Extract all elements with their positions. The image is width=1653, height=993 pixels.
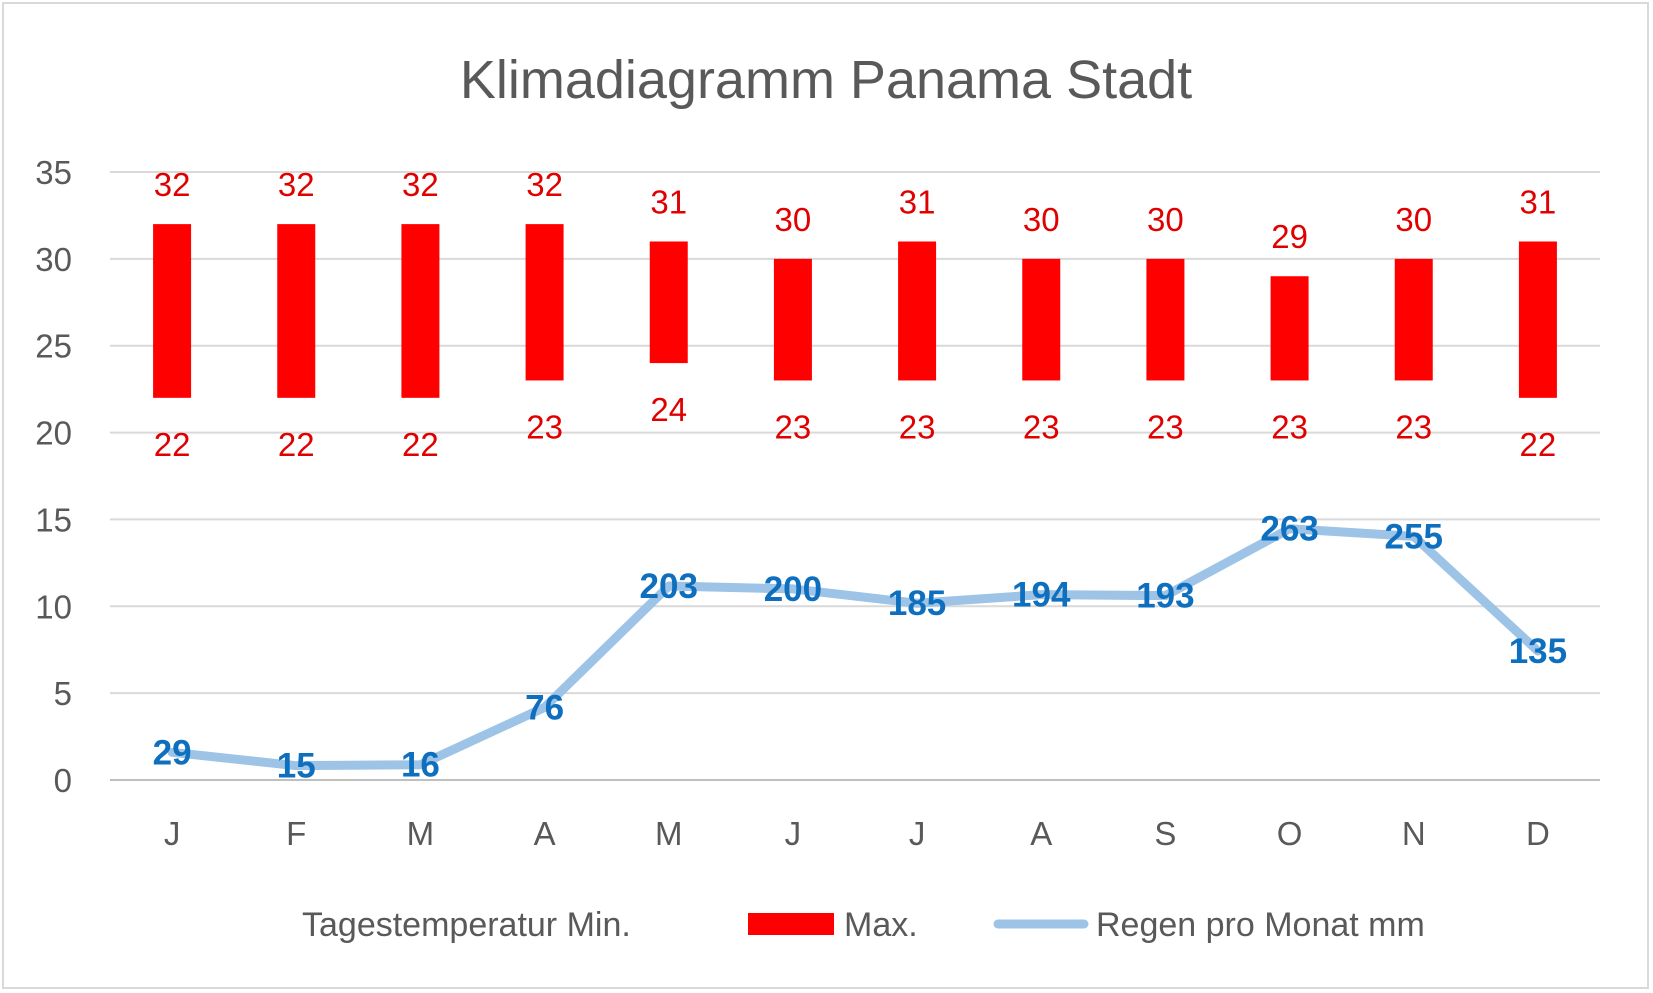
x-category-label: M [407, 815, 435, 852]
rain-value-label: 200 [764, 570, 822, 609]
x-category-label: J [164, 815, 181, 852]
max-temp-label: 30 [775, 201, 812, 238]
x-category-label: A [1030, 815, 1052, 852]
temperature-bar [1022, 258, 1061, 381]
x-category-label: O [1277, 815, 1303, 852]
temperature-bar [773, 258, 812, 381]
max-temp-label: 31 [650, 183, 687, 220]
rain-value-label: 193 [1136, 577, 1194, 616]
legend-label-min: Tagestemperatur Min. [302, 906, 631, 944]
min-temp-label: 22 [1520, 426, 1557, 463]
min-temp-label: 23 [775, 408, 812, 445]
min-temp-label: 24 [650, 391, 687, 428]
max-temp-label: 31 [1520, 183, 1557, 220]
min-temp-label: 23 [1147, 408, 1184, 445]
temperature-bar [277, 224, 316, 398]
max-temp-label: 30 [1395, 201, 1432, 238]
rain-value-label: 255 [1385, 517, 1443, 556]
y-tick-label: 25 [35, 328, 72, 365]
temperature-bar [1270, 276, 1309, 381]
max-temp-label: 32 [402, 166, 439, 203]
min-temp-label: 22 [278, 426, 315, 463]
rain-value-label: 185 [888, 584, 946, 623]
y-tick-label: 35 [35, 154, 72, 191]
legend-label-rain: Regen pro Monat mm [1096, 906, 1425, 944]
x-category-label: J [785, 815, 802, 852]
y-axis-ticks: 0 5 10 15 20 25 30 35 [35, 154, 72, 799]
x-category-label: N [1402, 815, 1426, 852]
x-category-label: S [1154, 815, 1176, 852]
legend-label-max: Max. [844, 906, 918, 944]
y-tick-label: 0 [54, 762, 72, 799]
rain-polyline [167, 524, 1543, 771]
x-category-label: J [909, 815, 926, 852]
max-temp-label: 31 [899, 183, 936, 220]
max-temp-label: 30 [1147, 201, 1184, 238]
rain-value-label: 76 [525, 688, 564, 727]
min-temp-label: 23 [899, 408, 936, 445]
rain-value-label: 263 [1260, 510, 1318, 549]
min-temp-label: 23 [1395, 408, 1432, 445]
x-category-label: M [655, 815, 683, 852]
min-temp-label: 22 [402, 426, 439, 463]
min-temp-label: 23 [1023, 408, 1060, 445]
temperature-bar [1146, 258, 1185, 381]
y-tick-label: 5 [54, 675, 72, 712]
legend-swatch-max [748, 913, 834, 935]
y-tick-label: 15 [35, 501, 72, 538]
x-category-label: F [286, 815, 306, 852]
rain-value-label: 194 [1012, 576, 1071, 615]
temperature-bars: 32 22 32 22 32 22 32 23 31 24 30 23 31 23 30 23 30 23 29 23… [153, 166, 1557, 463]
max-temp-label: 32 [154, 166, 191, 203]
chart-title: Klimadiagramm Panama Stadt [460, 50, 1192, 110]
max-temp-label: 30 [1023, 201, 1060, 238]
y-tick-label: 10 [35, 588, 72, 625]
x-category-label: A [534, 815, 556, 852]
rain-line: 29 15 16 76 203 200 185 194 193 263 255 135 [153, 510, 1568, 786]
max-temp-label: 32 [278, 166, 315, 203]
legend: Tagestemperatur Min. Max. Regen pro Mona… [302, 906, 1425, 944]
rain-value-label: 29 [153, 733, 192, 772]
max-temp-label: 32 [526, 166, 563, 203]
rain-value-label: 135 [1509, 632, 1567, 671]
min-temp-label: 23 [1271, 408, 1308, 445]
temperature-bar [1394, 258, 1433, 381]
y-tick-label: 20 [35, 415, 72, 452]
gridlines [110, 171, 1600, 781]
temperature-bar [525, 224, 564, 381]
rain-value-label: 15 [277, 747, 316, 786]
temperature-bar [401, 224, 440, 398]
max-temp-label: 29 [1271, 218, 1308, 255]
min-temp-label: 22 [154, 426, 191, 463]
temperature-bar [898, 241, 937, 381]
temperature-bar [153, 224, 192, 398]
rain-value-label: 16 [401, 746, 440, 785]
temperature-bar [1518, 241, 1557, 398]
x-category-label: D [1526, 815, 1550, 852]
min-temp-label: 23 [526, 408, 563, 445]
rain-value-label: 203 [640, 567, 698, 606]
temperature-bar [649, 241, 688, 364]
y-tick-label: 30 [35, 241, 72, 278]
